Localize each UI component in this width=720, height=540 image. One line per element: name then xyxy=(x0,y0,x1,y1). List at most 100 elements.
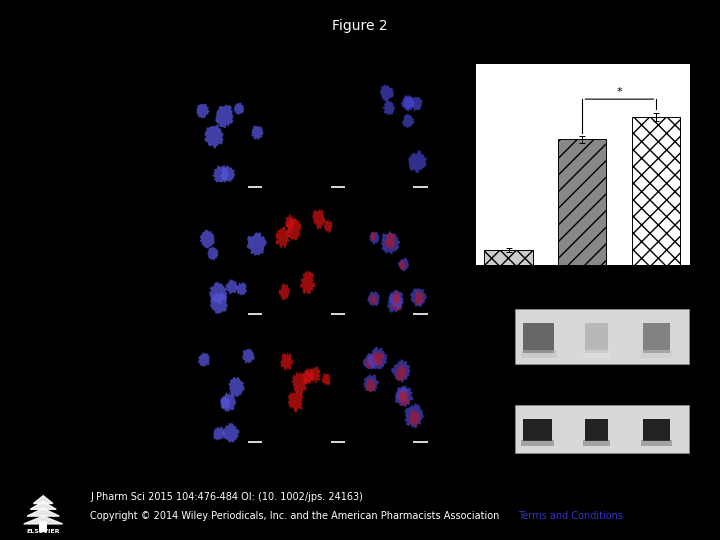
Bar xyxy=(643,323,670,353)
Polygon shape xyxy=(395,385,413,407)
Polygon shape xyxy=(395,363,407,382)
Polygon shape xyxy=(404,403,424,428)
Polygon shape xyxy=(389,289,405,308)
Polygon shape xyxy=(397,390,410,407)
Polygon shape xyxy=(225,279,238,294)
Text: Lipofectamine
RNAiMAX: Lipofectamine RNAiMAX xyxy=(117,255,166,269)
Polygon shape xyxy=(387,293,404,313)
Bar xyxy=(523,420,552,441)
Polygon shape xyxy=(413,291,424,306)
Polygon shape xyxy=(233,103,245,115)
Bar xyxy=(521,350,557,359)
Text: DAPI: DAPI xyxy=(217,50,240,59)
Text: Cy5: Cy5 xyxy=(302,50,320,59)
Polygon shape xyxy=(228,377,245,397)
Text: Copyright © 2014 Wiley Periodicals, Inc. and the American Pharmacists Associatio: Copyright © 2014 Wiley Periodicals, Inc.… xyxy=(90,511,503,522)
Polygon shape xyxy=(312,208,326,230)
Bar xyxy=(521,440,554,446)
Polygon shape xyxy=(365,356,374,369)
Polygon shape xyxy=(209,282,228,304)
Polygon shape xyxy=(242,348,255,364)
Polygon shape xyxy=(396,387,408,403)
Text: Figure 2: Figure 2 xyxy=(332,19,388,33)
Polygon shape xyxy=(199,230,215,249)
Polygon shape xyxy=(408,409,420,427)
Polygon shape xyxy=(303,368,315,384)
Polygon shape xyxy=(222,422,240,443)
Polygon shape xyxy=(204,124,224,148)
Bar xyxy=(515,405,690,454)
Polygon shape xyxy=(369,232,380,245)
Polygon shape xyxy=(410,288,427,307)
Bar xyxy=(485,250,533,265)
Bar xyxy=(515,309,690,364)
Polygon shape xyxy=(287,389,303,413)
Text: G-PEG-HA-NP: G-PEG-HA-NP xyxy=(642,280,679,285)
Polygon shape xyxy=(236,282,247,295)
Polygon shape xyxy=(197,104,210,118)
Bar xyxy=(585,323,608,353)
Polygon shape xyxy=(212,165,230,183)
Bar xyxy=(583,350,610,359)
Polygon shape xyxy=(372,351,384,368)
Polygon shape xyxy=(220,396,230,409)
Polygon shape xyxy=(27,508,59,516)
Bar xyxy=(643,420,670,441)
Polygon shape xyxy=(382,100,395,115)
Text: GGCT: GGCT xyxy=(479,334,499,340)
Polygon shape xyxy=(24,516,63,524)
Text: ELSEVIER: ELSEVIER xyxy=(27,529,60,534)
Polygon shape xyxy=(408,150,427,173)
Y-axis label: Fluorescence intensity: Fluorescence intensity xyxy=(446,122,455,208)
Polygon shape xyxy=(284,214,295,231)
Bar xyxy=(641,350,672,359)
Polygon shape xyxy=(286,217,301,240)
Polygon shape xyxy=(280,352,294,371)
Text: Terms and Conditions: Terms and Conditions xyxy=(518,511,624,522)
Polygon shape xyxy=(369,294,378,305)
Polygon shape xyxy=(379,84,394,102)
Polygon shape xyxy=(276,225,292,249)
Polygon shape xyxy=(207,247,218,260)
Polygon shape xyxy=(220,392,237,413)
Text: GADPH: GADPH xyxy=(479,426,504,432)
Polygon shape xyxy=(213,427,225,441)
Polygon shape xyxy=(391,359,411,383)
Bar xyxy=(559,139,606,265)
Bar xyxy=(40,522,47,532)
Polygon shape xyxy=(33,496,53,503)
Polygon shape xyxy=(279,283,290,300)
Text: a: a xyxy=(117,51,125,62)
Polygon shape xyxy=(367,291,380,307)
Polygon shape xyxy=(399,260,406,271)
Bar xyxy=(583,440,610,446)
Polygon shape xyxy=(402,97,414,110)
Polygon shape xyxy=(247,232,267,256)
Polygon shape xyxy=(309,366,321,383)
Text: Blank: Blank xyxy=(117,133,136,139)
Polygon shape xyxy=(391,296,402,312)
Text: J Pharm Sci 2015 104:476-484 OI: (10. 1002/jps. 24163): J Pharm Sci 2015 104:476-484 OI: (10. 10… xyxy=(90,491,363,502)
Polygon shape xyxy=(303,370,313,385)
Text: *: * xyxy=(616,86,622,97)
Bar xyxy=(641,440,672,446)
Polygon shape xyxy=(220,165,235,183)
Text: b: b xyxy=(472,53,480,63)
Polygon shape xyxy=(30,502,56,509)
Polygon shape xyxy=(402,114,415,129)
Polygon shape xyxy=(215,104,234,128)
Polygon shape xyxy=(363,353,377,369)
Polygon shape xyxy=(291,372,307,395)
Polygon shape xyxy=(400,94,415,112)
Polygon shape xyxy=(369,232,376,242)
Polygon shape xyxy=(366,377,376,393)
Polygon shape xyxy=(411,97,423,111)
Polygon shape xyxy=(397,390,405,402)
Bar xyxy=(585,420,608,441)
Text: c: c xyxy=(472,264,480,274)
Polygon shape xyxy=(398,258,410,272)
Polygon shape xyxy=(324,220,333,234)
Polygon shape xyxy=(210,292,228,314)
Polygon shape xyxy=(198,352,210,367)
Bar xyxy=(632,117,680,265)
